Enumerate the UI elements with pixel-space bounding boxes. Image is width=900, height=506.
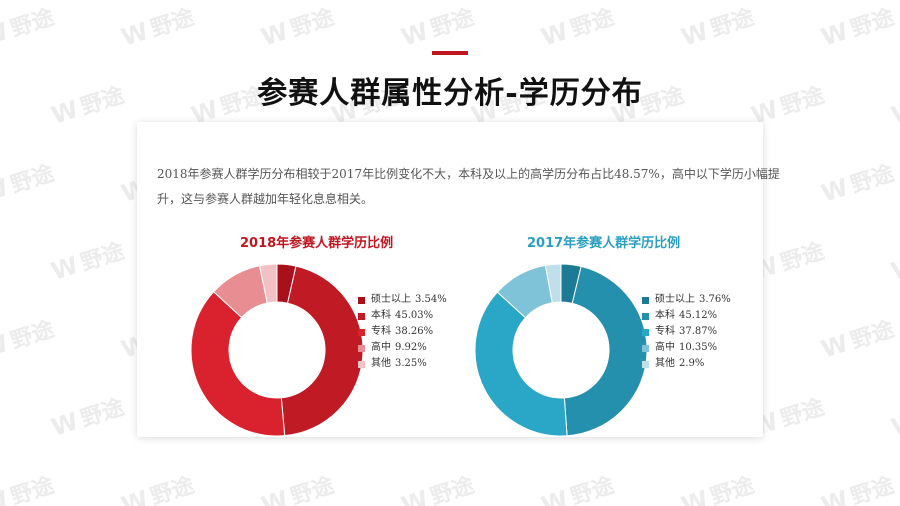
legend-swatch bbox=[358, 344, 365, 352]
legend-2018: 硕士以上 3.54% 本科 45.03% 专科 38.26% 高中 9.92% 其他 3.25% bbox=[358, 292, 447, 372]
watermark-mark: W野途 bbox=[887, 407, 900, 442]
slice-5 bbox=[258, 263, 278, 304]
legend-value: 9.92% bbox=[395, 342, 427, 353]
donut-chart-2018 bbox=[190, 263, 364, 437]
legend-label: 高中 bbox=[655, 342, 675, 353]
watermark-mark: W野途 bbox=[117, 467, 198, 506]
legend-item: 高中 9.92% bbox=[358, 340, 447, 356]
slice-2 bbox=[563, 265, 648, 437]
legend-value: 38.26% bbox=[395, 326, 434, 337]
legend-label: 硕士以上 bbox=[655, 294, 695, 305]
legend-swatch bbox=[358, 360, 365, 368]
watermark-text: 野途 bbox=[147, 472, 198, 506]
watermark-mark: W野途 bbox=[0, 467, 58, 506]
watermark-text: 野途 bbox=[847, 316, 898, 355]
watermark-mark: W野途 bbox=[537, 4, 618, 52]
legend-label: 专科 bbox=[655, 326, 675, 337]
legend-value: 10.35% bbox=[679, 342, 718, 353]
watermark-text: 野途 bbox=[427, 472, 478, 506]
watermark-mark: W野途 bbox=[817, 467, 898, 506]
legend-label: 本科 bbox=[655, 310, 675, 321]
watermark-text: 野途 bbox=[777, 394, 828, 433]
legend-label: 专科 bbox=[371, 326, 391, 337]
slice-2 bbox=[280, 265, 364, 437]
watermark-text: 野途 bbox=[7, 4, 58, 43]
legend-swatch bbox=[642, 328, 649, 336]
page-title: 参赛人群属性分析-学历分布 bbox=[257, 76, 643, 111]
legend-item: 其他 2.9% bbox=[642, 356, 731, 372]
watermark-text: 野途 bbox=[7, 472, 58, 506]
legend-value: 45.12% bbox=[679, 310, 718, 321]
legend-item: 专科 38.26% bbox=[358, 324, 447, 340]
watermark-text: 野途 bbox=[847, 472, 898, 506]
watermark-text: 野途 bbox=[847, 160, 898, 199]
watermark-text: 野途 bbox=[567, 472, 618, 506]
legend-label: 高中 bbox=[371, 342, 391, 353]
donut-chart-2017 bbox=[474, 263, 648, 437]
watermark-mark: W野途 bbox=[887, 251, 900, 286]
watermark-text: 野途 bbox=[287, 4, 338, 43]
legend-2017: 硕士以上 3.76% 本科 45.12% 专科 37.87% 高中 10.35% 其他 2.9% bbox=[642, 292, 731, 372]
legend-value: 45.03% bbox=[395, 310, 434, 321]
watermark-mark: W野途 bbox=[47, 394, 128, 442]
legend-label: 其他 bbox=[371, 358, 391, 369]
legend-item: 专科 37.87% bbox=[642, 324, 731, 340]
legend-item: 本科 45.12% bbox=[642, 308, 731, 324]
watermark-mark: W野途 bbox=[817, 316, 898, 364]
legend-item: 硕士以上 3.76% bbox=[642, 292, 731, 308]
watermark-mark: W野途 bbox=[257, 467, 338, 506]
description-text: 2018年参赛人群学历分布相较于2017年比例变化不大，本科及以上的高学历分布占… bbox=[157, 167, 780, 206]
legend-value: 2.9% bbox=[679, 358, 705, 369]
legend-swatch bbox=[642, 312, 649, 320]
slice-3 bbox=[474, 291, 568, 437]
slice-5 bbox=[544, 263, 562, 304]
legend-item: 本科 45.03% bbox=[358, 308, 447, 324]
legend-swatch bbox=[358, 328, 365, 336]
legend-label: 硕士以上 bbox=[371, 294, 411, 305]
watermark-mark: W野途 bbox=[537, 467, 618, 506]
watermark-mark: W野途 bbox=[117, 4, 198, 52]
title-accent-bar bbox=[432, 51, 468, 55]
legend-swatch bbox=[358, 296, 365, 304]
watermark-mark: W野途 bbox=[47, 238, 128, 286]
watermark-text: 野途 bbox=[777, 238, 828, 277]
legend-item: 其他 3.25% bbox=[358, 356, 447, 372]
watermark-text: 野途 bbox=[147, 4, 198, 43]
watermark-text: 野途 bbox=[7, 316, 58, 355]
watermark-text: 野途 bbox=[7, 160, 58, 199]
watermark-mark: W野途 bbox=[257, 4, 338, 52]
watermark-text: 野途 bbox=[427, 4, 478, 43]
slice-3 bbox=[190, 291, 286, 437]
watermark-mark: W野途 bbox=[0, 160, 58, 208]
legend-swatch bbox=[642, 344, 649, 352]
chart-title-2017: 2017年参赛人群学历比例 bbox=[527, 236, 681, 251]
watermark-mark: W野途 bbox=[817, 160, 898, 208]
watermark-text: 野途 bbox=[77, 238, 128, 277]
watermark-mark: W野途 bbox=[0, 316, 58, 364]
watermark-text: 野途 bbox=[567, 4, 618, 43]
watermark-text: 野途 bbox=[707, 472, 758, 506]
watermark-mark: W野途 bbox=[677, 467, 758, 506]
watermark-mark: W野途 bbox=[817, 4, 898, 52]
legend-value: 3.54% bbox=[415, 294, 447, 305]
legend-item: 高中 10.35% bbox=[642, 340, 731, 356]
watermark-mark: W野途 bbox=[397, 4, 478, 52]
legend-value: 3.25% bbox=[395, 358, 427, 369]
legend-value: 3.76% bbox=[699, 294, 731, 305]
watermark-text: 野途 bbox=[287, 472, 338, 506]
legend-swatch bbox=[642, 360, 649, 368]
chart-title-2018: 2018年参赛人群学历比例 bbox=[240, 236, 394, 251]
legend-swatch bbox=[642, 296, 649, 304]
watermark-mark: W野途 bbox=[397, 467, 478, 506]
legend-swatch bbox=[358, 312, 365, 320]
legend-item: 硕士以上 3.54% bbox=[358, 292, 447, 308]
legend-label: 本科 bbox=[371, 310, 391, 321]
legend-label: 其他 bbox=[655, 358, 675, 369]
watermark-mark: W野途 bbox=[0, 4, 58, 52]
watermark-text: 野途 bbox=[847, 4, 898, 43]
watermark-text: 野途 bbox=[77, 394, 128, 433]
legend-value: 37.87% bbox=[679, 326, 718, 337]
watermark-mark: W野途 bbox=[677, 4, 758, 52]
watermark-text: 野途 bbox=[707, 4, 758, 43]
